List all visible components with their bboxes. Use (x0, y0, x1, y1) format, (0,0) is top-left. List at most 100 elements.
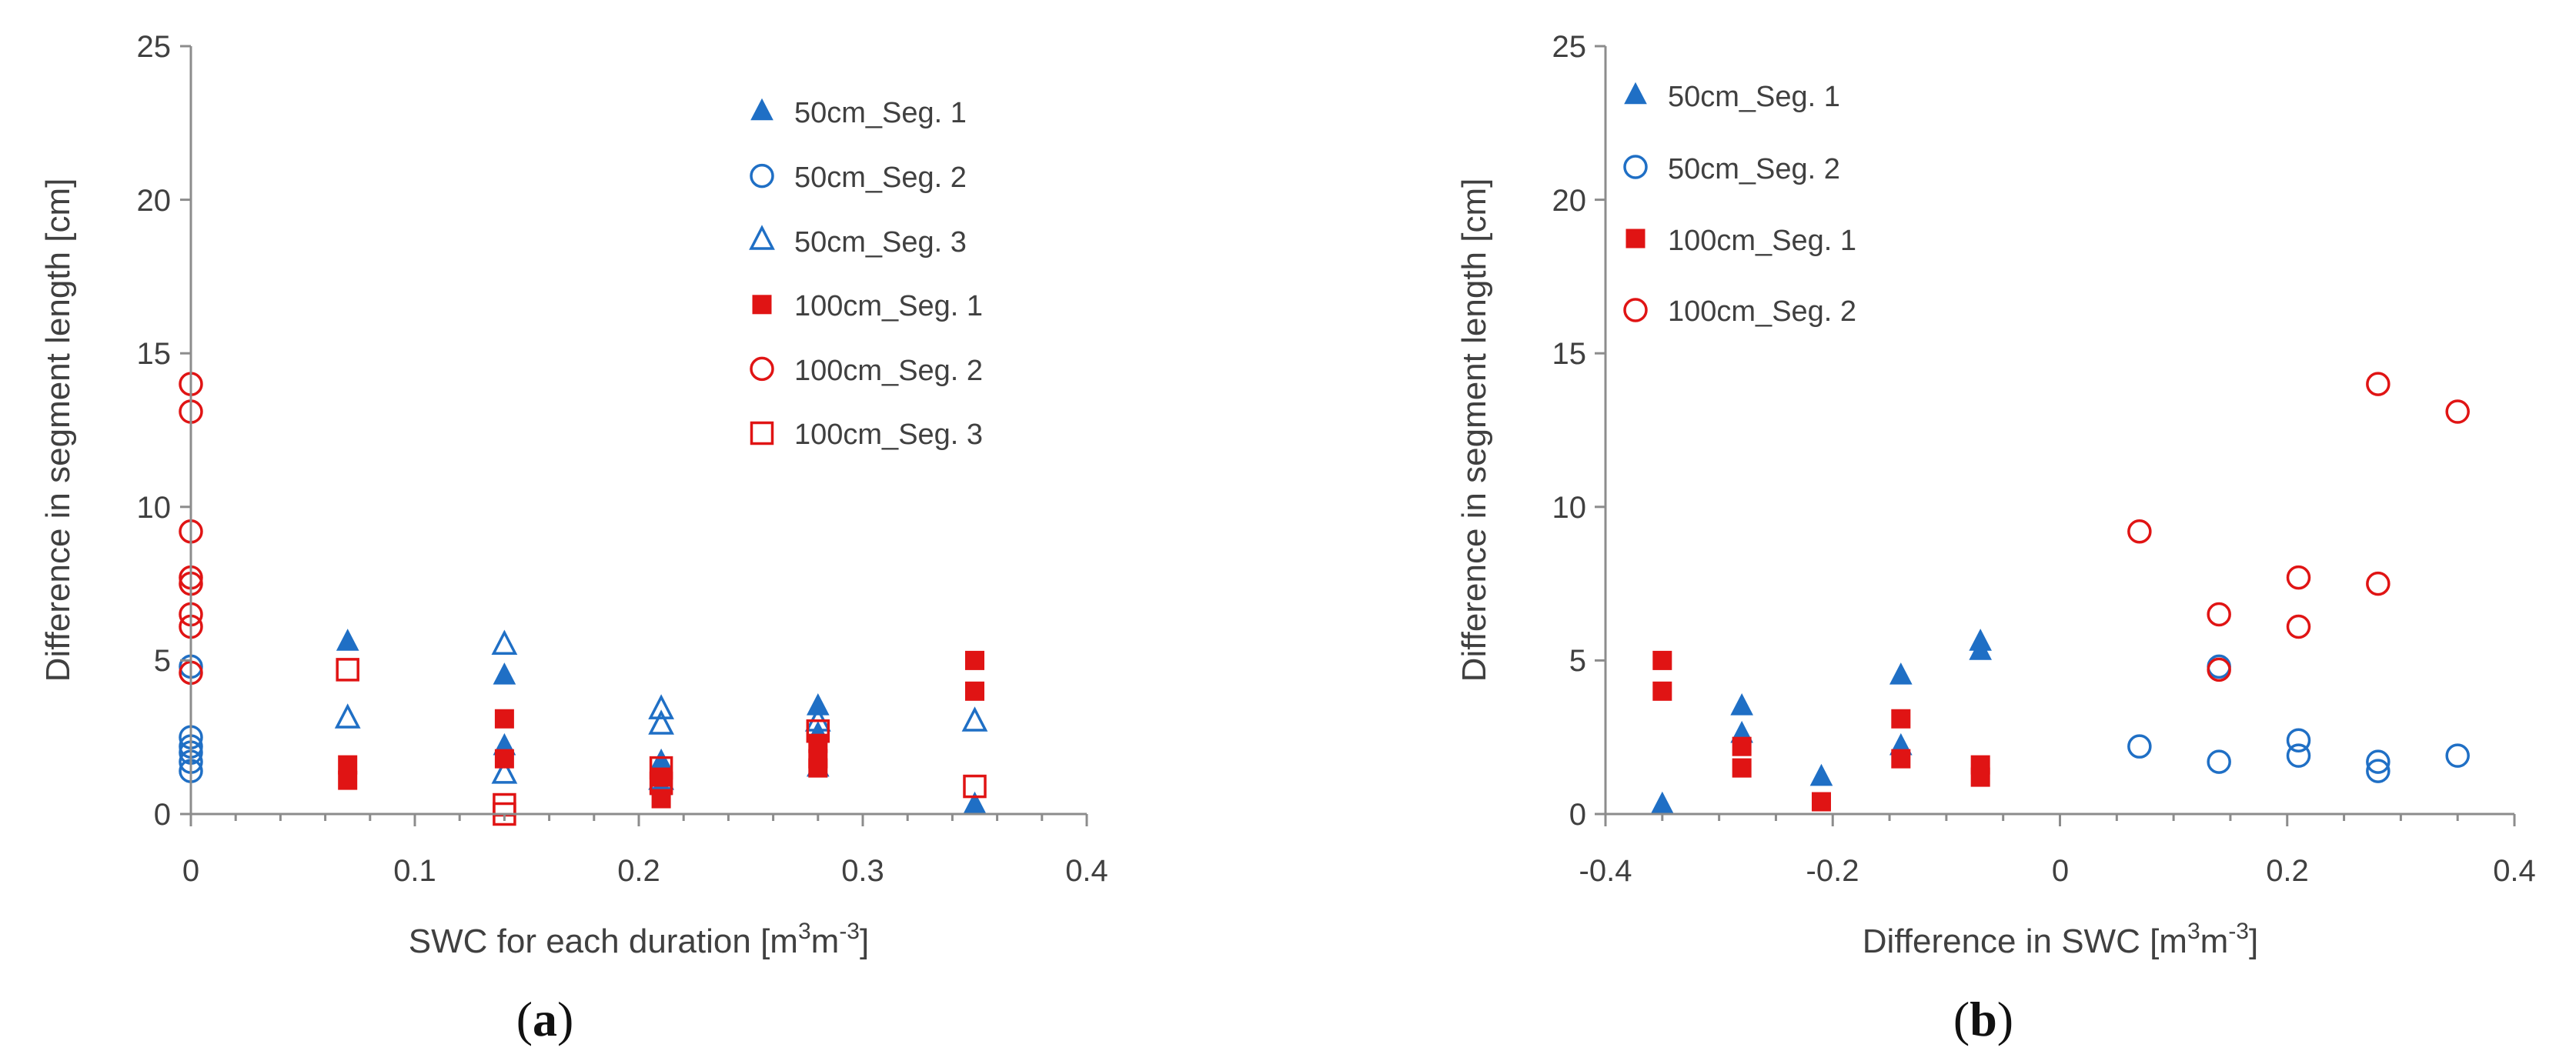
scatter-points-b (1650, 372, 2470, 814)
point-b-s3-2 (2207, 657, 2231, 682)
legend-marker-a-2 (749, 225, 775, 250)
point-a-s5-6 (963, 774, 987, 799)
x-axis-title-b-main: Difference in SWC [m (1863, 923, 2187, 960)
point-b-s2-3 (1732, 758, 1752, 778)
y-axis-title-a: Difference in segment length [cm] (39, 179, 77, 682)
x-tick-label-b-1: -0.2 (1806, 854, 1859, 888)
point-a-s3-9 (965, 650, 984, 670)
x-axis-title-b-end: ] (2249, 923, 2258, 960)
x-tick-label-b-2: 0 (2052, 854, 2069, 888)
point-a-s3-1 (338, 770, 358, 790)
x-axis-title-b-mid: m (2200, 923, 2229, 960)
y-tick-label-a-1: 5 (154, 644, 171, 678)
legend-marker-b-2 (1625, 229, 1645, 249)
y-tick-label-a-2: 10 (137, 491, 172, 525)
legend-label-a-3: 100cm_Seg. 1 (794, 290, 983, 322)
point-b-s3-3 (2286, 565, 2311, 590)
y-tick-label-a-5: 25 (137, 30, 172, 64)
x-axis-title-b-sup2: -3 (2228, 919, 2249, 944)
point-a-s3-8 (808, 758, 828, 778)
point-a-s5-5 (806, 719, 830, 743)
legend-markers-a (749, 98, 775, 445)
point-a-s5-4 (649, 771, 673, 796)
point-b-s3-1 (2207, 602, 2231, 627)
point-a-s5-3 (649, 756, 673, 780)
chart-panel-b: 0 5 10 15 20 25 -0.4 -0.2 0 0.2 0.4 Diff… (1455, 30, 2536, 1046)
y-tick-label-a-0: 0 (154, 798, 171, 832)
panel-label-a: (a) (516, 992, 574, 1046)
x-axis-title-a-sup2: -3 (839, 919, 860, 944)
point-b-s3-0 (2127, 519, 2152, 544)
point-b-s3-7 (2445, 399, 2470, 424)
y-tick-label-a-3: 15 (137, 337, 172, 371)
x-tick-label-b-0: -0.4 (1579, 854, 1632, 888)
legend-marker-b-0 (1624, 82, 1647, 105)
point-b-s1-2 (2207, 749, 2231, 774)
x-axis-title-a-end: ] (860, 923, 869, 960)
point-b-s3-6 (2366, 571, 2391, 596)
legend-label-b-3: 100cm_Seg. 2 (1668, 295, 1856, 328)
x-tick-label-a-1: 0.1 (393, 854, 436, 888)
point-b-s3-5 (2366, 372, 2391, 396)
point-a-s2-3 (648, 694, 674, 719)
point-b-s2-4 (1811, 792, 1831, 812)
legend-label-a-1: 50cm_Seg. 2 (794, 162, 967, 194)
point-a-s2-1 (491, 629, 518, 655)
x-tick-label-b-4: 0.4 (2493, 854, 2536, 888)
legend-label-a-5: 100cm_Seg. 3 (794, 419, 983, 451)
y-tick-label-b-4: 20 (1552, 184, 1587, 218)
x-axis-title-a-mid: m (811, 923, 840, 960)
y-tick-label-b-1: 5 (1569, 644, 1586, 678)
x-tick-label-a-4: 0.4 (1065, 854, 1108, 888)
point-b-s0-7 (1969, 638, 1992, 660)
x-tick-label-a-0: 0 (182, 854, 199, 888)
point-b-s2-0 (1652, 650, 1672, 670)
point-b-s2-2 (1732, 736, 1752, 756)
x-tick-label-b-3: 0.2 (2266, 854, 2309, 888)
y-tick-label-b-5: 25 (1552, 30, 1587, 64)
x-axis-title-a-sup1: 3 (798, 919, 811, 944)
legend-marker-a-5 (750, 421, 774, 445)
panel-label-a-close: ) (557, 992, 573, 1046)
x-axis-title-a: SWC for each duration [m3m-3] (409, 919, 869, 960)
legend-label-b-1: 50cm_Seg. 2 (1668, 153, 1840, 185)
point-b-s3-4 (2286, 614, 2311, 639)
point-b-s1-5 (2366, 749, 2391, 774)
legend-marker-b-1 (1623, 155, 1648, 179)
point-b-s1-3 (2286, 728, 2311, 752)
point-b-s0-1 (1730, 692, 1753, 716)
y-tick-label-a-4: 20 (137, 184, 172, 218)
point-b-s2-6 (1891, 749, 1911, 769)
x-tick-label-a-3: 0.3 (841, 854, 884, 888)
x-axis-title-b-sup1: 3 (2187, 919, 2200, 944)
x-tick-label-a-2: 0.2 (617, 854, 660, 888)
panel-label-b-letter: b (1970, 992, 1997, 1046)
legend-label-a-2: 50cm_Seg. 3 (794, 226, 967, 259)
point-a-s2-7 (961, 706, 988, 732)
point-b-s0-4 (1889, 662, 1913, 685)
point-a-s3-10 (965, 681, 984, 701)
point-b-s2-1 (1652, 681, 1672, 701)
legend-label-b-0: 50cm_Seg. 1 (1668, 81, 1840, 113)
point-b-s1-6 (2366, 759, 2391, 783)
axis-ticks-a (180, 45, 1088, 826)
legend-label-a-0: 50cm_Seg. 1 (794, 97, 967, 129)
point-a-s2-0 (334, 703, 361, 729)
point-b-s2-8 (1970, 767, 1990, 787)
point-a-s3-5 (651, 789, 671, 809)
point-b-s1-4 (2286, 743, 2311, 768)
y-tick-label-b-3: 15 (1552, 337, 1587, 371)
legend-label-b-2: 100cm_Seg. 1 (1668, 225, 1856, 257)
x-axis-title-a-main: SWC for each duration [m (409, 923, 798, 960)
point-a-s0-0 (336, 629, 359, 651)
legend-marker-a-4 (750, 356, 774, 382)
point-a-s3-2 (494, 709, 514, 729)
legend-a: 50cm_Seg. 1 50cm_Seg. 2 50cm_Seg. 3 100c… (749, 97, 983, 451)
legend-marker-a-0 (750, 98, 773, 121)
y-axis-title-b: Difference in segment length [cm] (1455, 179, 1493, 682)
legend-marker-a-1 (750, 163, 774, 189)
panel-label-a-letter: a (533, 992, 557, 1046)
panel-label-b-open: ( (1953, 992, 1970, 1046)
point-a-s5-0 (336, 658, 359, 682)
